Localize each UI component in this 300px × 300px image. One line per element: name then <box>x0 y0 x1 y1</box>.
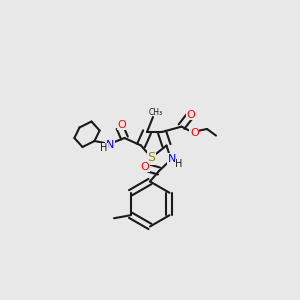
Text: CH₃: CH₃ <box>149 108 163 117</box>
Text: H: H <box>176 159 183 169</box>
Text: O: O <box>140 161 149 172</box>
Text: H: H <box>100 143 108 153</box>
Text: S: S <box>148 151 155 164</box>
Text: O: O <box>117 119 126 130</box>
Text: N: N <box>106 140 114 150</box>
Text: O: O <box>186 110 195 120</box>
Text: N: N <box>167 154 176 164</box>
Text: O: O <box>190 128 199 138</box>
